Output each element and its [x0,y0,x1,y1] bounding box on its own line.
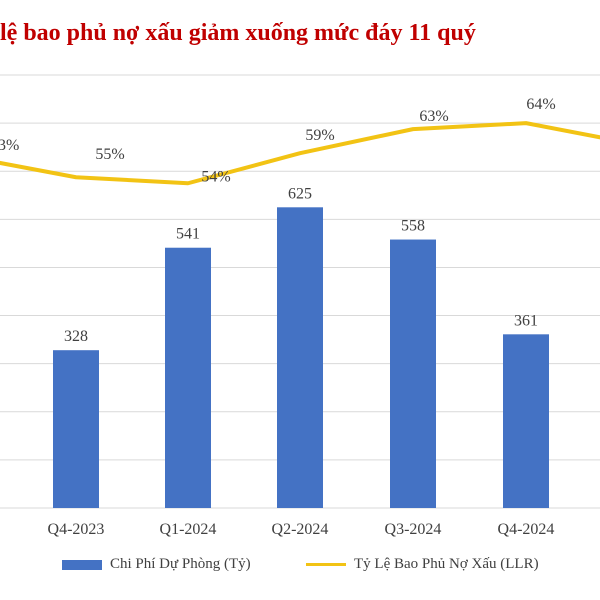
bar [390,239,436,509]
legend-swatch-bar [62,559,102,570]
bar [53,350,99,508]
legend-label-bar: Chi Phí Dự Phòng (Tỷ) [110,556,251,572]
chart-title: lệ bao phủ nợ xấu giảm xuống mức đáy 11 … [0,20,476,46]
line-data-label: 64% [526,96,555,113]
line-data-label-left-edge: 3% [0,137,19,154]
line-data-label: 55% [95,146,124,163]
bar [503,334,549,508]
legend-item-line: Tỷ Lệ Bao Phủ Nợ Xấu (LLR) [306,556,539,573]
x-tick-label: Q2-2024 [272,521,329,538]
bar-data-label: 361 [514,312,538,329]
line-data-label: 59% [305,127,334,144]
x-tick-label: Q1-2024 [160,521,217,538]
legend-label-line: Tỷ Lệ Bao Phủ Nợ Xấu (LLR) [354,556,539,572]
line-data-label: 63% [419,108,448,125]
x-tick-label: Q4-2023 [48,521,105,538]
bar [165,247,211,509]
x-tick-label: Q3-2024 [385,521,442,538]
legend-item-bar: Chi Phí Dự Phòng (Tỷ) [62,556,251,573]
legend: Chi Phí Dự Phòng (Tỷ) Tỷ Lệ Bao Phủ Nợ X… [0,556,600,586]
bar-data-label: 558 [401,218,425,235]
bar-data-label: 541 [176,226,200,243]
bar-data-label: 625 [288,185,312,202]
legend-swatch-line [306,563,346,566]
x-tick-label: Q4-2024 [498,521,555,538]
bar-data-label: 328 [64,328,88,345]
bar [277,207,323,509]
line-data-label: 54% [201,168,230,185]
series-line-llr [0,121,600,186]
